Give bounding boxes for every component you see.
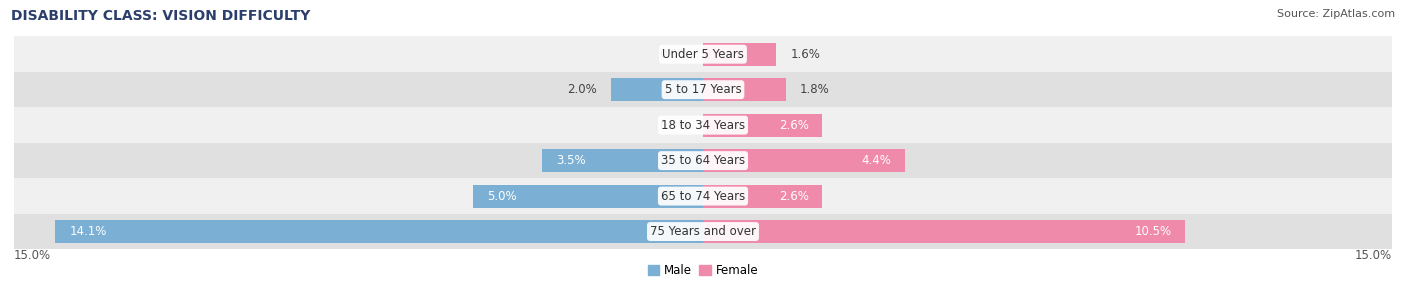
Bar: [474, 185, 703, 208]
Text: 4.4%: 4.4%: [862, 154, 891, 167]
Text: 2.6%: 2.6%: [779, 119, 808, 132]
Text: 10.5%: 10.5%: [1135, 225, 1171, 238]
Text: 5 to 17 Years: 5 to 17 Years: [665, 83, 741, 96]
Text: 2.0%: 2.0%: [568, 83, 598, 96]
Legend: Male, Female: Male, Female: [643, 259, 763, 282]
Bar: [14, 143, 1392, 178]
Text: 1.8%: 1.8%: [800, 83, 830, 96]
Bar: [14, 214, 1392, 249]
Bar: [14, 36, 1392, 72]
Text: 18 to 34 Years: 18 to 34 Years: [661, 119, 745, 132]
Bar: [14, 107, 1392, 143]
Text: 2.6%: 2.6%: [779, 190, 808, 202]
Bar: [703, 43, 776, 66]
Bar: [703, 185, 823, 208]
Bar: [14, 178, 1392, 214]
Text: 14.1%: 14.1%: [69, 225, 107, 238]
Text: 0.0%: 0.0%: [659, 48, 689, 61]
Bar: [703, 78, 786, 101]
Text: 65 to 74 Years: 65 to 74 Years: [661, 190, 745, 202]
Text: 75 Years and over: 75 Years and over: [650, 225, 756, 238]
Bar: [14, 72, 1392, 107]
Bar: [55, 220, 703, 243]
Text: 15.0%: 15.0%: [14, 249, 51, 262]
Bar: [543, 149, 703, 172]
Text: Under 5 Years: Under 5 Years: [662, 48, 744, 61]
Text: Source: ZipAtlas.com: Source: ZipAtlas.com: [1277, 9, 1395, 19]
Text: DISABILITY CLASS: VISION DIFFICULTY: DISABILITY CLASS: VISION DIFFICULTY: [11, 9, 311, 23]
Bar: [703, 114, 823, 137]
Text: 1.6%: 1.6%: [790, 48, 820, 61]
Text: 5.0%: 5.0%: [486, 190, 517, 202]
Bar: [703, 220, 1185, 243]
Bar: [703, 149, 905, 172]
Text: 15.0%: 15.0%: [1355, 249, 1392, 262]
Text: 35 to 64 Years: 35 to 64 Years: [661, 154, 745, 167]
Bar: [612, 78, 703, 101]
Text: 3.5%: 3.5%: [555, 154, 586, 167]
Text: 0.0%: 0.0%: [659, 119, 689, 132]
